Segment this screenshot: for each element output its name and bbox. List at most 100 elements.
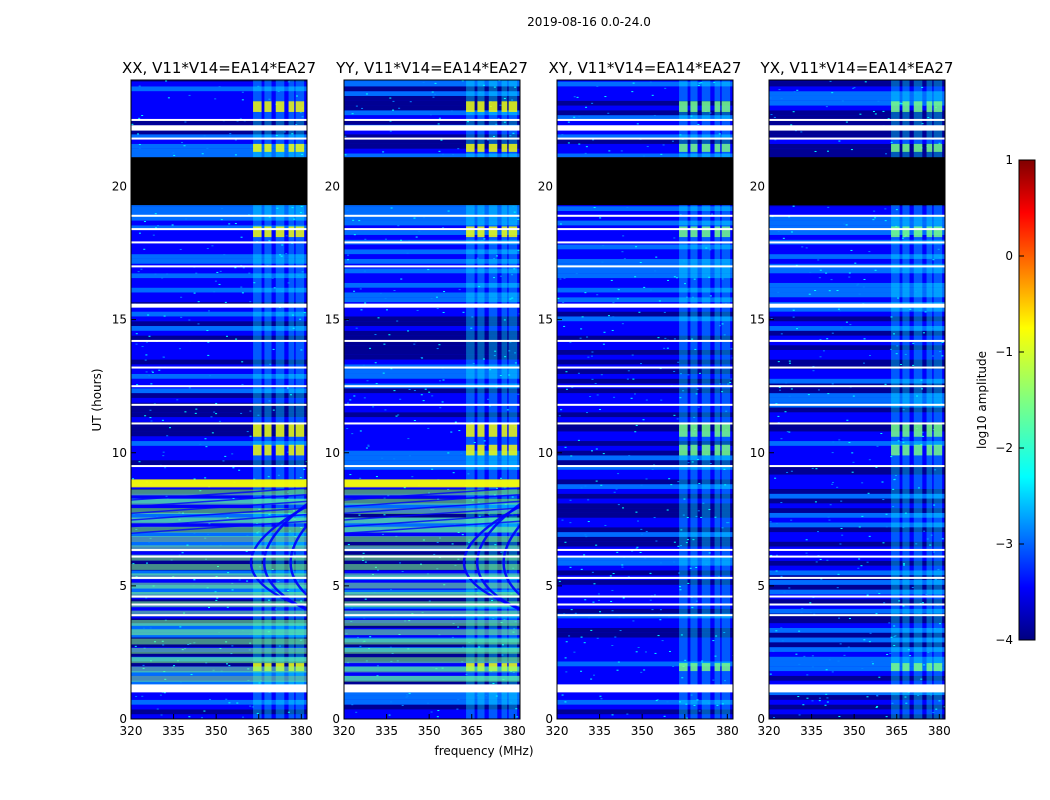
rfi-burst	[295, 143, 305, 152]
speckle	[923, 104, 926, 106]
gap-line	[131, 465, 307, 468]
speckle	[561, 134, 564, 136]
speckle	[805, 539, 808, 541]
speckle	[814, 150, 817, 152]
speckle	[564, 541, 567, 543]
speckle	[450, 110, 453, 112]
band	[769, 627, 945, 633]
band	[557, 268, 733, 274]
speckle	[207, 341, 210, 343]
band	[769, 541, 945, 547]
noise-speckle	[769, 80, 945, 719]
speckle	[430, 298, 433, 300]
panel-title: XX, V11*V14=EA14*EA27	[122, 59, 316, 77]
band	[557, 412, 733, 418]
speckle	[851, 452, 854, 454]
band	[131, 680, 307, 686]
speckle	[683, 498, 686, 500]
speckle	[580, 328, 583, 330]
speckle	[858, 526, 861, 528]
band	[557, 671, 733, 676]
band	[557, 220, 733, 226]
speckle	[149, 417, 152, 419]
rfi-burst	[679, 101, 688, 112]
band	[769, 110, 945, 116]
speckle	[769, 97, 772, 99]
band	[557, 417, 733, 422]
speckle	[364, 238, 367, 240]
speckle	[194, 412, 197, 414]
speckle	[858, 293, 861, 295]
speckle	[577, 439, 580, 441]
y-tick-label: 15	[538, 313, 553, 327]
speckle	[775, 554, 778, 556]
speckle	[453, 524, 456, 526]
speckle	[773, 380, 776, 382]
speckle	[891, 702, 894, 704]
speckle	[900, 364, 903, 366]
speckle	[769, 570, 772, 572]
rfi-burst	[701, 143, 711, 152]
speckle	[413, 343, 416, 345]
speckle	[390, 701, 393, 703]
speckle	[479, 91, 482, 93]
band	[131, 417, 307, 422]
gap-line	[131, 137, 307, 140]
speckle	[843, 654, 846, 656]
band	[344, 225, 520, 231]
speckle	[569, 341, 572, 343]
speckle	[902, 526, 905, 528]
speckle	[231, 453, 234, 455]
speckle	[585, 106, 588, 108]
speckle	[384, 409, 387, 411]
plot-area	[344, 80, 520, 719]
speckle	[268, 216, 271, 218]
band	[557, 493, 733, 499]
rfi-burst	[926, 663, 933, 672]
gap-line	[344, 366, 520, 369]
speckle	[399, 562, 402, 564]
speckle	[719, 484, 722, 486]
gap-line	[769, 265, 945, 268]
band	[769, 709, 945, 715]
speckle	[384, 298, 387, 300]
band	[557, 551, 733, 557]
speckle	[300, 600, 303, 602]
speckle	[300, 349, 303, 351]
speckle	[630, 397, 633, 399]
speckle	[714, 655, 717, 657]
speckle	[569, 522, 572, 524]
speckle	[305, 461, 307, 463]
speckle	[893, 644, 896, 646]
speckle	[374, 362, 377, 364]
sweep-band	[344, 536, 520, 542]
speckle	[872, 219, 875, 221]
rfi-burst	[501, 444, 508, 456]
speckle	[355, 711, 358, 713]
speckle	[447, 488, 450, 490]
gap-line	[131, 228, 307, 231]
gap-line	[131, 548, 307, 551]
gap-line	[131, 603, 307, 606]
speckle	[827, 393, 830, 395]
speckle	[895, 225, 898, 227]
gap-line	[344, 214, 520, 217]
speckle	[679, 545, 682, 547]
band	[131, 244, 307, 250]
band	[557, 359, 733, 365]
band	[769, 661, 945, 667]
speckle	[355, 105, 358, 107]
band	[557, 460, 733, 465]
band	[131, 225, 307, 231]
speckle	[914, 92, 917, 94]
band	[344, 297, 520, 303]
band	[557, 560, 733, 566]
band	[344, 321, 520, 327]
speckle	[442, 379, 445, 381]
band	[344, 460, 520, 465]
speckle	[195, 272, 198, 274]
band	[769, 407, 945, 413]
speckle	[405, 694, 408, 696]
speckle	[884, 208, 887, 210]
band	[131, 709, 307, 715]
